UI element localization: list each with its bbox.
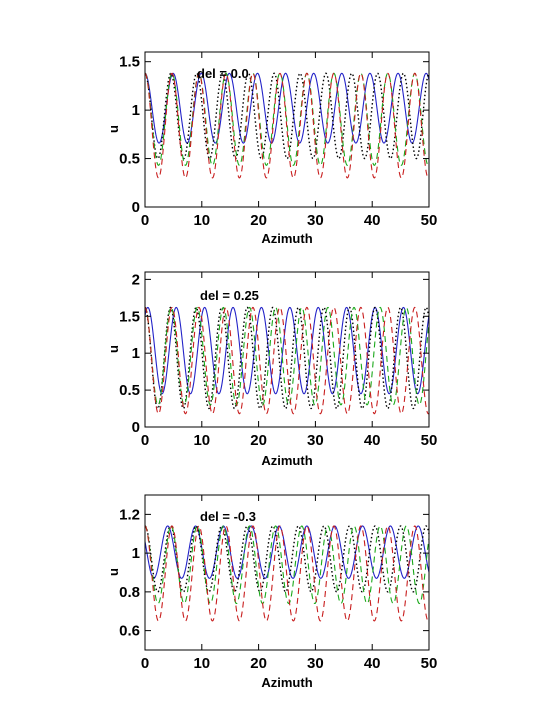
y-tick-label-1-1: 0.5 — [119, 382, 140, 399]
x-tick-label-2-0: 0 — [141, 655, 149, 672]
x-tick-label-2-3: 30 — [307, 655, 324, 672]
y-tick-label-1-3: 1.5 — [119, 308, 140, 325]
y-tick-label-0-1: 0.5 — [119, 151, 140, 168]
y-tick-label-2-0: 0.6 — [119, 623, 140, 640]
x-tick-label-1-2: 20 — [250, 432, 267, 449]
series-line-1-1 — [144, 306, 430, 410]
y-axis-label-1: u — [106, 345, 121, 353]
x-tick-label-2-5: 50 — [421, 655, 438, 672]
x-tick-label-2-4: 40 — [364, 655, 381, 672]
series-line-1-0 — [144, 306, 430, 395]
series-line-2-1 — [144, 525, 430, 593]
y-tick-label-1-2: 1 — [132, 345, 140, 362]
y-tick-label-0-3: 1.5 — [119, 54, 140, 71]
y-tick-label-0-2: 1 — [132, 102, 140, 119]
plot-lines-2 — [144, 525, 430, 622]
plot-frame-2 — [144, 494, 430, 651]
series-line-0-2 — [144, 72, 430, 166]
x-tick-label-0-3: 30 — [307, 212, 324, 229]
ticks-2: 0 10 20 30 40 50 0.6 0.8 1 1.2 — [119, 495, 437, 672]
y-tick-label-2-3: 1.2 — [119, 506, 140, 523]
y-tick-label-1-4: 2 — [132, 271, 140, 288]
panel-annotation-0: del = 0.0 — [197, 66, 249, 81]
plot-frame-0 — [144, 51, 430, 208]
y-tick-label-0-0: 0 — [132, 199, 140, 216]
series-line-2-0 — [144, 525, 430, 579]
panel-annotation-2: del = -0.3 — [200, 509, 256, 524]
x-tick-label-0-4: 40 — [364, 212, 381, 229]
panel-del-0: 0 10 20 30 40 50 0 0.5 1 1.5 del = 0.0 Azimuth u — [106, 51, 437, 246]
series-line-2-3 — [144, 525, 430, 622]
y-axis-label-0: u — [106, 125, 121, 133]
x-tick-label-1-1: 10 — [193, 432, 210, 449]
y-tick-label-1-0: 0 — [132, 419, 140, 436]
x-tick-label-1-5: 50 — [421, 432, 438, 449]
x-tick-label-2-2: 20 — [250, 655, 267, 672]
x-tick-label-0-0: 0 — [141, 212, 149, 229]
ticks-0: 0 10 20 30 40 50 0 0.5 1 1.5 — [119, 52, 437, 229]
plot-frame-1 — [144, 271, 430, 428]
x-tick-label-0-2: 20 — [250, 212, 267, 229]
series-line-1-2 — [144, 306, 430, 406]
series-line-2-2 — [144, 525, 430, 605]
x-tick-label-1-0: 0 — [141, 432, 149, 449]
panel-annotation-1: del = 0.25 — [200, 288, 259, 303]
ticks-1: 0 10 20 30 40 50 0 0.5 1 1.5 2 — [119, 271, 437, 449]
x-axis-label-1: Azimuth — [261, 453, 312, 468]
y-tick-label-2-1: 0.8 — [119, 584, 140, 601]
x-tick-label-0-5: 50 — [421, 212, 438, 229]
series-line-1-3 — [144, 306, 430, 415]
x-tick-label-1-4: 40 — [364, 432, 381, 449]
plot-lines-0 — [144, 72, 430, 179]
x-tick-label-0-1: 10 — [193, 212, 210, 229]
x-axis-label-2: Azimuth — [261, 675, 312, 690]
series-line-0-3 — [144, 72, 430, 179]
x-tick-label-1-3: 30 — [307, 432, 324, 449]
x-tick-label-2-1: 10 — [193, 655, 210, 672]
x-axis-label-0: Azimuth — [261, 231, 312, 246]
panel-del-minus-0.3: 0 10 20 30 40 50 0.6 0.8 1 1.2 del = -0.3 Azimuth… — [106, 494, 437, 690]
y-tick-label-2-2: 1 — [132, 545, 140, 562]
series-line-0-1 — [144, 72, 430, 160]
plot-lines-1 — [144, 306, 430, 415]
y-axis-label-2: u — [106, 568, 121, 576]
